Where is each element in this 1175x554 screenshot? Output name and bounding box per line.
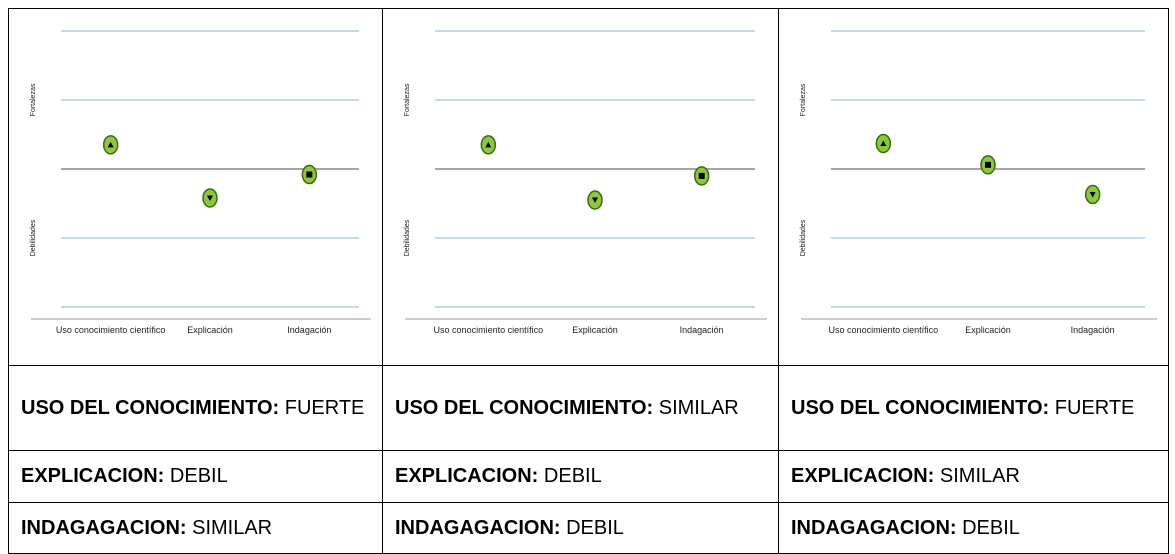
marker-symbol	[1089, 192, 1096, 198]
cell-label: INDAGAGACION:	[791, 516, 957, 539]
x-tick-label: Explicación	[187, 325, 233, 335]
marker-symbol	[207, 195, 213, 201]
text-row: INDAGAGACION: SIMILAR INDAGAGACION: DEBIL…	[8, 502, 1169, 554]
marker-symbol	[592, 197, 598, 204]
cell-value: DEBIL	[566, 516, 624, 539]
x-tick-label: Uso conocimiento científico	[434, 325, 544, 335]
cell-value: FUERTE	[284, 396, 365, 419]
data-point	[875, 133, 892, 154]
chart: Fortalezas Debilidades Uso conocimiento ci…	[404, 30, 767, 335]
text-cell: EXPLICACION: SIMILAR	[778, 450, 1169, 503]
x-tick-label: Uso conocimiento científico	[56, 325, 166, 335]
y-label-top: Fortalezas	[30, 83, 37, 116]
chart: Fortalezas Debilidades Uso conocimiento ci…	[800, 30, 1157, 335]
marker-symbol	[698, 172, 705, 179]
text-cell: USO DEL CONOCIMIENTO: FUERTE	[778, 365, 1169, 451]
chart-row: Fortalezas Debilidades Uso conocimiento ci…	[8, 8, 1169, 366]
data-point	[587, 190, 603, 210]
marker-symbol	[107, 141, 114, 148]
marker-symbol	[306, 171, 313, 178]
x-tick-label: Explicación	[572, 325, 618, 335]
text-cell: EXPLICACION: DEBIL	[8, 450, 383, 503]
cell-value: SIMILAR	[192, 516, 273, 539]
cell-value: DEBIL	[169, 465, 228, 487]
x-tick-label: Indagación	[287, 325, 331, 335]
cell-label: USO DEL CONOCIMIENTO:	[791, 396, 1050, 419]
data-point	[102, 135, 119, 155]
cell-label: USO DEL CONOCIMIENTO:	[21, 396, 280, 419]
cell-label: EXPLICACION:	[791, 465, 935, 487]
y-label-bottom: Debilidades	[800, 219, 807, 256]
text-cell: INDAGAGACION: DEBIL	[778, 502, 1169, 554]
cell-value: SIMILAR	[939, 465, 1020, 487]
y-label-bottom: Debilidades	[404, 219, 411, 256]
chart-cell: Fortalezas Debilidades Uso conocimiento ci…	[382, 8, 779, 366]
y-label-top: Fortalezas	[404, 83, 411, 116]
x-tick-label: Indagación	[1071, 325, 1115, 335]
data-point	[980, 155, 996, 175]
x-tick-label: Uso conocimiento científico	[829, 325, 939, 335]
text-cell: USO DEL CONOCIMIENTO: SIMILAR	[382, 365, 779, 451]
y-label-top: Fortalezas	[800, 83, 807, 116]
text-cell: INDAGAGACION: DEBIL	[382, 502, 779, 554]
data-point	[301, 164, 318, 185]
y-label-bottom: Debilidades	[30, 219, 37, 256]
text-cell: USO DEL CONOCIMIENTO: FUERTE	[8, 365, 383, 451]
marker-symbol	[485, 141, 492, 148]
data-point	[480, 135, 497, 155]
cell-value: DEBIL	[962, 516, 1020, 539]
text-cell: INDAGAGACION: SIMILAR	[8, 502, 383, 554]
cell-value: DEBIL	[543, 465, 602, 487]
results-table: Fortalezas Debilidades Uso conocimiento ci…	[8, 8, 1169, 554]
text-row: USO DEL CONOCIMIENTO: FUERTE USO DEL CONO…	[8, 365, 1169, 451]
marker-symbol	[880, 140, 887, 146]
cell-value: SIMILAR	[658, 396, 739, 419]
chart: Fortalezas Debilidades Uso conocimiento ci…	[30, 30, 371, 335]
data-point	[693, 166, 710, 186]
chart-cell: Fortalezas Debilidades Uso conocimiento ci…	[778, 8, 1169, 366]
cell-label: INDAGAGACION:	[395, 516, 561, 539]
cell-label: INDAGAGACION:	[21, 516, 187, 539]
cell-label: USO DEL CONOCIMIENTO:	[395, 396, 654, 419]
text-cell: EXPLICACION: DEBIL	[382, 450, 779, 503]
x-tick-label: Explicación	[965, 325, 1011, 335]
data-point	[1084, 184, 1101, 205]
data-point	[202, 188, 218, 208]
text-row: EXPLICACION: DEBIL EXPLICACION: DEBIL EXPL…	[8, 450, 1169, 503]
cell-label: EXPLICACION:	[395, 465, 539, 487]
cell-value: FUERTE	[1054, 396, 1135, 419]
marker-symbol	[985, 161, 991, 168]
x-tick-label: Indagación	[680, 325, 724, 335]
cell-label: EXPLICACION:	[21, 465, 165, 487]
chart-cell: Fortalezas Debilidades Uso conocimiento ci…	[8, 8, 383, 366]
